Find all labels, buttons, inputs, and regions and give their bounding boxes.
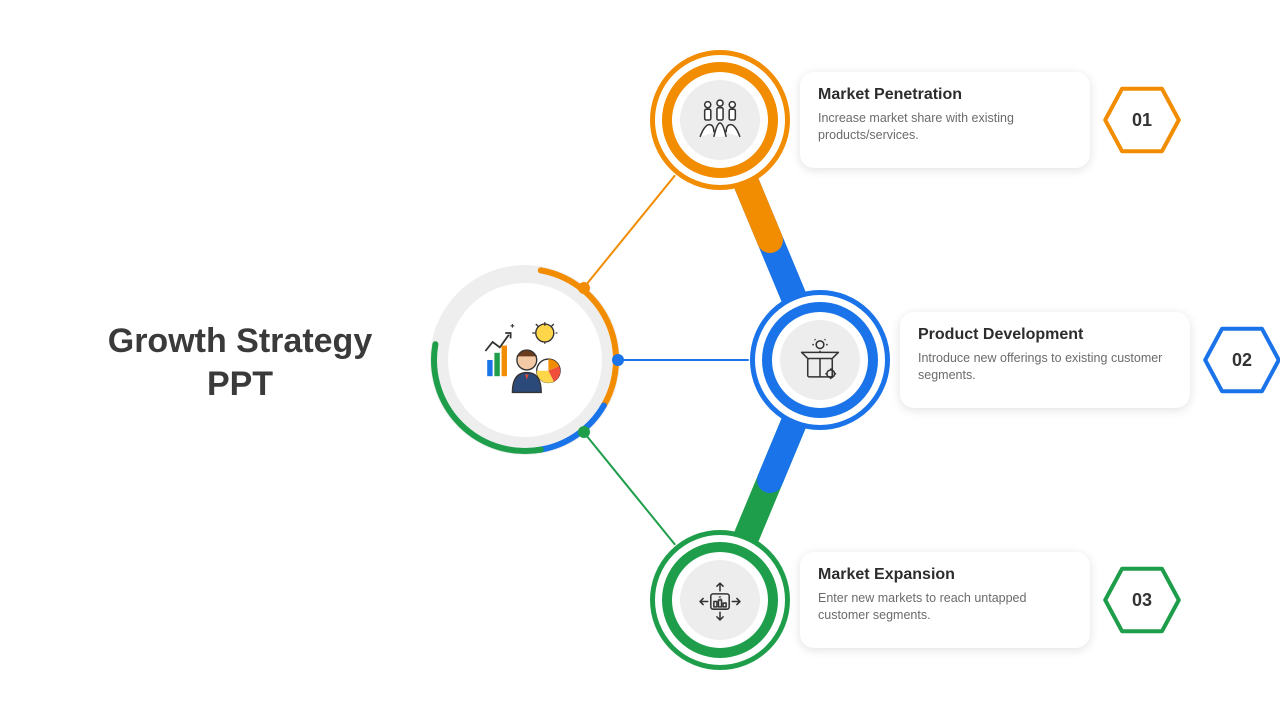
card-market-penetration: Market Penetration Increase market share… [800, 72, 1090, 168]
node-core [780, 320, 860, 400]
hub-inner [448, 283, 602, 437]
card-desc: Increase market share with existing prod… [818, 110, 1072, 144]
expand-arrows-icon: $ [697, 577, 743, 623]
card-title: Market Expansion [818, 566, 1072, 584]
node-core [680, 80, 760, 160]
node-product-development [750, 290, 890, 430]
badge-01: 01 [1102, 85, 1182, 155]
card-title: Market Penetration [818, 86, 1072, 104]
card-market-expansion: Market Expansion Enter new markets to re… [800, 552, 1090, 648]
central-hub [430, 265, 620, 455]
hub-dot [578, 282, 590, 294]
card-desc: Enter new markets to reach untapped cust… [818, 590, 1072, 624]
analytics-person-icon [480, 315, 570, 405]
node-market-penetration [650, 50, 790, 190]
hub-dot [612, 354, 624, 366]
badge-number: 01 [1102, 85, 1182, 155]
box-idea-icon [797, 337, 843, 383]
badge-02: 02 [1202, 325, 1280, 395]
card-desc: Introduce new offerings to existing cust… [918, 350, 1172, 384]
card-title: Product Development [918, 326, 1172, 344]
badge-03: 03 [1102, 565, 1182, 635]
node-core: $ [680, 560, 760, 640]
card-product-development: Product Development Introduce new offeri… [900, 312, 1190, 408]
hub-dot [578, 426, 590, 438]
hands-raised-icon [697, 97, 743, 143]
badge-number: 03 [1102, 565, 1182, 635]
badge-number: 02 [1202, 325, 1280, 395]
page-title: Growth Strategy PPT [90, 320, 390, 405]
node-market-expansion: $ [650, 530, 790, 670]
